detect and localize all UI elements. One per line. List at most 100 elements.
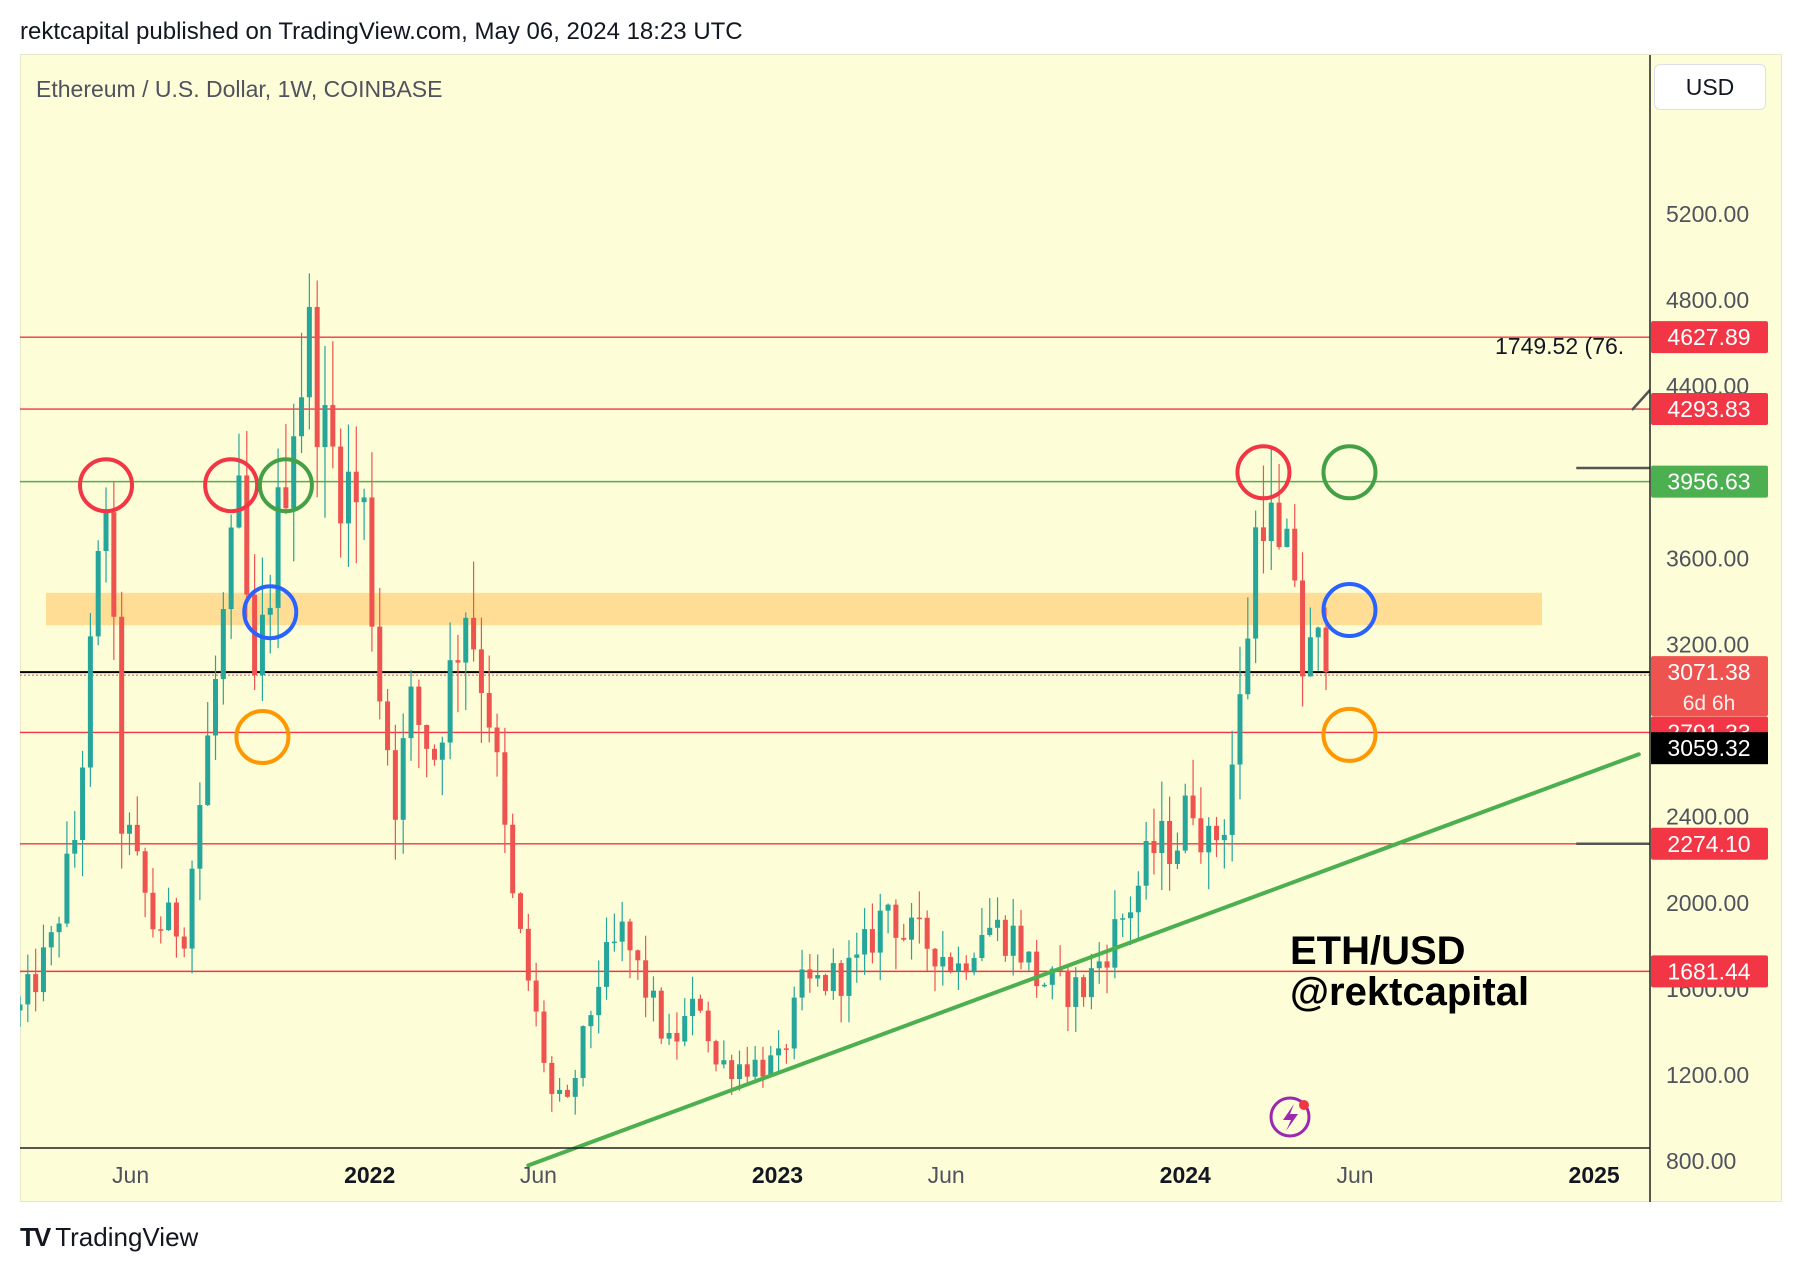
candle-body[interactable] xyxy=(228,527,234,610)
candle-body[interactable] xyxy=(205,735,211,806)
candle-body[interactable] xyxy=(33,974,39,993)
candle-body[interactable] xyxy=(478,649,484,694)
candle-body[interactable] xyxy=(502,752,508,825)
candle-body[interactable] xyxy=(1206,825,1212,853)
candle-body[interactable] xyxy=(1073,977,1079,1007)
candle-body[interactable] xyxy=(979,934,985,959)
candle-body[interactable] xyxy=(197,805,203,869)
candle-body[interactable] xyxy=(1174,850,1180,864)
candle-body[interactable] xyxy=(385,701,391,751)
candle-body[interactable] xyxy=(416,686,422,725)
footer-brand[interactable]: TV TradingView xyxy=(20,1222,198,1253)
candle-body[interactable] xyxy=(173,902,179,937)
candle-body[interactable] xyxy=(1268,502,1274,542)
lightning-icon[interactable] xyxy=(1269,1096,1311,1138)
candle-body[interactable] xyxy=(291,436,297,509)
candle-body[interactable] xyxy=(948,956,954,971)
candle-body[interactable] xyxy=(604,942,610,987)
candle-body[interactable] xyxy=(267,607,273,615)
candle-body[interactable] xyxy=(869,929,875,953)
candle-body[interactable] xyxy=(126,824,132,834)
candle-body[interactable] xyxy=(80,767,86,840)
marker-circle-red[interactable] xyxy=(1235,444,1292,501)
candle-body[interactable] xyxy=(580,1026,586,1078)
candle-body[interactable] xyxy=(486,693,492,728)
candle-body[interactable] xyxy=(158,929,164,931)
candle-body[interactable] xyxy=(64,853,70,924)
candle-body[interactable] xyxy=(752,1059,758,1077)
candle-body[interactable] xyxy=(1284,528,1290,548)
candle-body[interactable] xyxy=(588,1015,594,1027)
candle-body[interactable] xyxy=(455,660,461,663)
candle-body[interactable] xyxy=(424,724,430,749)
candle-body[interactable] xyxy=(643,960,649,998)
candle-body[interactable] xyxy=(353,471,359,503)
candle-body[interactable] xyxy=(1237,694,1243,765)
candle-body[interactable] xyxy=(1026,951,1032,963)
marker-circle-green[interactable] xyxy=(257,457,314,514)
candle-body[interactable] xyxy=(690,998,696,1017)
candle-body[interactable] xyxy=(95,551,101,637)
candle-body[interactable] xyxy=(635,950,641,961)
candle-body[interactable] xyxy=(306,306,312,398)
candle-body[interactable] xyxy=(25,974,31,1005)
candle-body[interactable] xyxy=(955,963,961,971)
candle-body[interactable] xyxy=(971,958,977,973)
candle-body[interactable] xyxy=(1041,984,1047,987)
candle-body[interactable] xyxy=(549,1062,555,1094)
candle-body[interactable] xyxy=(283,487,289,509)
candle-body[interactable] xyxy=(596,986,602,1016)
marker-circle-blue[interactable] xyxy=(242,584,299,641)
candle-body[interactable] xyxy=(244,475,250,595)
candle-body[interactable] xyxy=(541,1011,547,1063)
candle-body[interactable] xyxy=(408,686,414,739)
candle-body[interactable] xyxy=(807,969,813,979)
candle-body[interactable] xyxy=(1276,502,1282,548)
candle-body[interactable] xyxy=(56,923,62,933)
candle-body[interactable] xyxy=(494,727,500,753)
candle-body[interactable] xyxy=(729,1060,735,1080)
candle-body[interactable] xyxy=(1002,919,1008,956)
candle-body[interactable] xyxy=(431,748,437,760)
marker-circle-green[interactable] xyxy=(1321,444,1378,501)
candle-body[interactable] xyxy=(1245,638,1251,695)
candle-body[interactable] xyxy=(447,660,453,743)
candle-body[interactable] xyxy=(893,904,899,938)
candle-body[interactable] xyxy=(150,892,156,930)
candle-body[interactable] xyxy=(916,917,922,920)
candle-body[interactable] xyxy=(791,997,797,1049)
candle-body[interactable] xyxy=(1300,580,1306,677)
currency-selector[interactable]: USD xyxy=(1654,64,1766,110)
candle-body[interactable] xyxy=(1315,627,1321,638)
candle-body[interactable] xyxy=(181,936,187,949)
candle-body[interactable] xyxy=(721,1060,727,1065)
candle-body[interactable] xyxy=(557,1089,563,1094)
candle-body[interactable] xyxy=(533,980,539,1012)
candle-body[interactable] xyxy=(345,471,351,524)
candle-body[interactable] xyxy=(924,917,930,949)
candle-body[interactable] xyxy=(213,679,219,736)
candle-body[interactable] xyxy=(1096,961,1102,969)
marker-circle-red[interactable] xyxy=(78,457,135,514)
candle-body[interactable] xyxy=(134,824,140,852)
candle-body[interactable] xyxy=(611,941,617,944)
candle-body[interactable] xyxy=(862,929,868,955)
candle-body[interactable] xyxy=(18,1004,23,1011)
marker-circle-orange[interactable] xyxy=(234,709,291,766)
chart-panel[interactable] xyxy=(20,54,1782,1202)
candle-body[interactable] xyxy=(338,446,344,524)
candle-body[interactable] xyxy=(1018,925,1024,963)
candle-body[interactable] xyxy=(1081,977,1087,998)
candle-body[interactable] xyxy=(463,617,469,663)
candle-body[interactable] xyxy=(1198,818,1204,853)
candle-body[interactable] xyxy=(1088,968,1094,998)
candle-body[interactable] xyxy=(987,927,993,935)
candle-body[interactable] xyxy=(823,975,829,991)
candle-body[interactable] xyxy=(87,636,93,768)
candle-body[interactable] xyxy=(525,928,531,981)
candle-body[interactable] xyxy=(322,405,328,448)
candle-body[interactable] xyxy=(815,975,821,979)
candle-body[interactable] xyxy=(471,617,477,650)
candle-body[interactable] xyxy=(377,626,383,702)
candle-body[interactable] xyxy=(760,1059,766,1077)
